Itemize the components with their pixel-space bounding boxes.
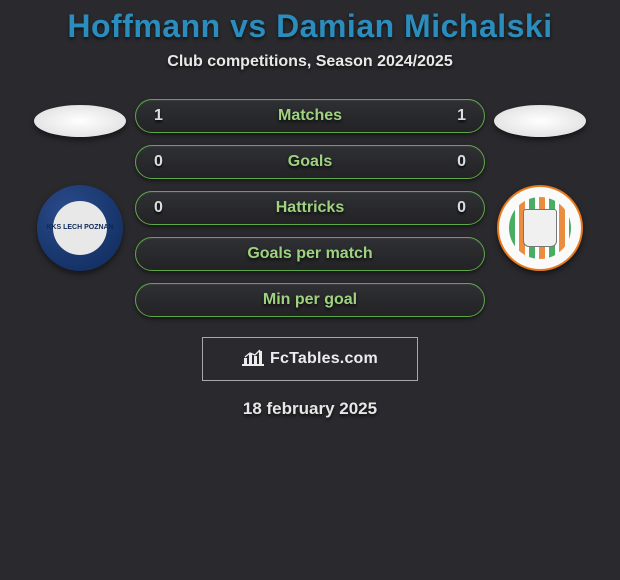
stat-row-matches: 1 Matches 1 bbox=[135, 99, 485, 133]
stat-row-hattricks: 0 Hattricks 0 bbox=[135, 191, 485, 225]
stat-left-value: 0 bbox=[154, 153, 174, 171]
branding-box[interactable]: FcTables.com bbox=[202, 337, 418, 381]
branding-text: FcTables.com bbox=[270, 350, 378, 368]
stat-right-value: 0 bbox=[446, 199, 466, 217]
left-club-logo-text: KKS LECH POZNAN bbox=[46, 224, 113, 232]
stat-row-mpg: Min per goal bbox=[135, 283, 485, 317]
stat-label: Hattricks bbox=[174, 199, 446, 217]
date-text: 18 february 2025 bbox=[243, 399, 377, 419]
comparison-widget: Hoffmann vs Damian Michalski Club compet… bbox=[0, 0, 620, 419]
stat-row-goals: 0 Goals 0 bbox=[135, 145, 485, 179]
right-player-col bbox=[485, 99, 595, 271]
stats-column: 1 Matches 1 0 Goals 0 0 Hattricks 0 Goal… bbox=[135, 99, 485, 317]
stat-label: Min per goal bbox=[263, 291, 357, 309]
right-club-logo[interactable] bbox=[497, 185, 583, 271]
left-club-logo[interactable]: KKS LECH POZNAN bbox=[37, 185, 123, 271]
chart-icon bbox=[242, 348, 264, 371]
stat-right-value: 0 bbox=[446, 153, 466, 171]
stat-right-value: 1 bbox=[446, 107, 466, 125]
stat-left-value: 0 bbox=[154, 199, 174, 217]
right-player-avatar[interactable] bbox=[494, 105, 586, 137]
stat-left-value: 1 bbox=[154, 107, 174, 125]
stat-label: Goals per match bbox=[247, 245, 372, 263]
left-player-avatar[interactable] bbox=[34, 105, 126, 137]
page-title: Hoffmann vs Damian Michalski bbox=[67, 8, 552, 45]
stat-row-gpm: Goals per match bbox=[135, 237, 485, 271]
subtitle: Club competitions, Season 2024/2025 bbox=[167, 53, 452, 71]
main-row: KKS LECH POZNAN 1 Matches 1 0 Goals 0 0 … bbox=[0, 99, 620, 317]
left-player-col: KKS LECH POZNAN bbox=[25, 99, 135, 271]
right-logo-shield bbox=[523, 209, 557, 247]
stat-label: Matches bbox=[174, 107, 446, 125]
stat-label: Goals bbox=[174, 153, 446, 171]
